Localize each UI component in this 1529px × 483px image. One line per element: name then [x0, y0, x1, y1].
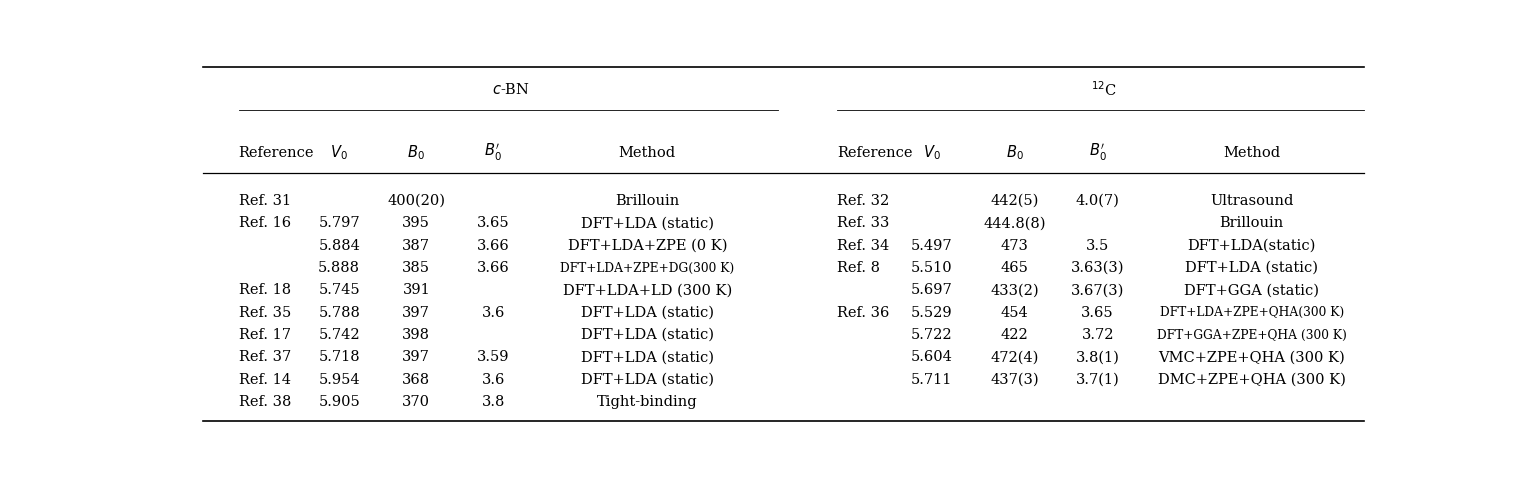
Text: Ref. 34: Ref. 34	[836, 239, 890, 253]
Text: 5.905: 5.905	[318, 395, 361, 409]
Text: 397: 397	[402, 350, 430, 364]
Text: 3.63(3): 3.63(3)	[1070, 261, 1124, 275]
Text: DFT+LDA (static): DFT+LDA (static)	[581, 328, 714, 342]
Text: 397: 397	[402, 306, 430, 320]
Text: 5.529: 5.529	[911, 306, 953, 320]
Text: Ref. 37: Ref. 37	[239, 350, 291, 364]
Text: 387: 387	[402, 239, 430, 253]
Text: 370: 370	[402, 395, 430, 409]
Text: Ref. 18: Ref. 18	[239, 284, 291, 298]
Text: 3.65: 3.65	[1081, 306, 1115, 320]
Text: DFT+LDA+ZPE+QHA(300 K): DFT+LDA+ZPE+QHA(300 K)	[1159, 306, 1344, 319]
Text: 442(5): 442(5)	[991, 194, 1038, 208]
Text: Reference: Reference	[836, 146, 913, 160]
Text: Ref. 38: Ref. 38	[239, 395, 291, 409]
Text: DFT+LDA+ZPE (0 K): DFT+LDA+ZPE (0 K)	[567, 239, 728, 253]
Text: 3.66: 3.66	[477, 239, 509, 253]
Text: Tight-binding: Tight-binding	[596, 395, 697, 409]
Text: $V_0$: $V_0$	[924, 143, 940, 162]
Text: DMC+ZPE+QHA (300 K): DMC+ZPE+QHA (300 K)	[1157, 373, 1346, 387]
Text: 5.697: 5.697	[911, 284, 953, 298]
Text: 5.722: 5.722	[911, 328, 953, 342]
Text: 5.604: 5.604	[911, 350, 953, 364]
Text: 5.745: 5.745	[318, 284, 359, 298]
Text: Ref. 16: Ref. 16	[239, 216, 291, 230]
Text: Ref. 17: Ref. 17	[239, 328, 291, 342]
Text: 395: 395	[402, 216, 430, 230]
Text: DFT+LDA (static): DFT+LDA (static)	[1185, 261, 1318, 275]
Text: 391: 391	[402, 284, 430, 298]
Text: DFT+GGA (static): DFT+GGA (static)	[1183, 284, 1320, 298]
Text: 368: 368	[402, 373, 430, 387]
Text: 3.8(1): 3.8(1)	[1076, 350, 1119, 364]
Text: 3.5: 3.5	[1086, 239, 1109, 253]
Text: Ref. 31: Ref. 31	[239, 194, 291, 208]
Text: 5.884: 5.884	[318, 239, 361, 253]
Text: DFT+LDA+LD (300 K): DFT+LDA+LD (300 K)	[563, 284, 732, 298]
Text: $c$-BN: $c$-BN	[492, 82, 531, 97]
Text: $V_0$: $V_0$	[330, 143, 349, 162]
Text: DFT+LDA+ZPE+DG(300 K): DFT+LDA+ZPE+DG(300 K)	[560, 262, 734, 275]
Text: 3.59: 3.59	[477, 350, 509, 364]
Text: 5.711: 5.711	[911, 373, 953, 387]
Text: 5.497: 5.497	[911, 239, 953, 253]
Text: 5.788: 5.788	[318, 306, 361, 320]
Text: DFT+GGA+ZPE+QHA (300 K): DFT+GGA+ZPE+QHA (300 K)	[1157, 328, 1347, 341]
Text: 3.8: 3.8	[482, 395, 505, 409]
Text: Ref. 35: Ref. 35	[239, 306, 291, 320]
Text: VMC+ZPE+QHA (300 K): VMC+ZPE+QHA (300 K)	[1159, 350, 1346, 364]
Text: DFT+LDA (static): DFT+LDA (static)	[581, 373, 714, 387]
Text: 400(20): 400(20)	[387, 194, 445, 208]
Text: Ref. 33: Ref. 33	[836, 216, 890, 230]
Text: 422: 422	[1001, 328, 1029, 342]
Text: 3.7(1): 3.7(1)	[1076, 373, 1119, 387]
Text: $B_0$: $B_0$	[407, 143, 425, 162]
Text: 3.6: 3.6	[482, 373, 505, 387]
Text: 385: 385	[402, 261, 430, 275]
Text: DFT+LDA (static): DFT+LDA (static)	[581, 306, 714, 320]
Text: $^{12}$C: $^{12}$C	[1090, 80, 1116, 99]
Text: 433(2): 433(2)	[991, 284, 1040, 298]
Text: 3.6: 3.6	[482, 306, 505, 320]
Text: 5.510: 5.510	[911, 261, 953, 275]
Text: 3.66: 3.66	[477, 261, 509, 275]
Text: 5.888: 5.888	[318, 261, 361, 275]
Text: 472(4): 472(4)	[991, 350, 1038, 364]
Text: 444.8(8): 444.8(8)	[983, 216, 1046, 230]
Text: Ultrasound: Ultrasound	[1209, 194, 1294, 208]
Text: Brillouin: Brillouin	[1220, 216, 1284, 230]
Text: DFT+LDA (static): DFT+LDA (static)	[581, 350, 714, 364]
Text: 3.67(3): 3.67(3)	[1070, 284, 1124, 298]
Text: 454: 454	[1001, 306, 1029, 320]
Text: DFT+LDA (static): DFT+LDA (static)	[581, 216, 714, 230]
Text: Method: Method	[619, 146, 676, 160]
Text: $B_0'$: $B_0'$	[1089, 142, 1107, 163]
Text: 5.954: 5.954	[318, 373, 359, 387]
Text: 437(3): 437(3)	[991, 373, 1040, 387]
Text: Ref. 32: Ref. 32	[836, 194, 890, 208]
Text: 4.0(7): 4.0(7)	[1076, 194, 1119, 208]
Text: $B_0$: $B_0$	[1006, 143, 1023, 162]
Text: DFT+LDA(static): DFT+LDA(static)	[1188, 239, 1316, 253]
Text: Reference: Reference	[239, 146, 313, 160]
Text: Brillouin: Brillouin	[615, 194, 679, 208]
Text: 398: 398	[402, 328, 430, 342]
Text: 3.65: 3.65	[477, 216, 509, 230]
Text: Method: Method	[1223, 146, 1280, 160]
Text: 5.797: 5.797	[318, 216, 359, 230]
Text: $B_0'$: $B_0'$	[485, 142, 502, 163]
Text: Ref. 14: Ref. 14	[239, 373, 291, 387]
Text: 465: 465	[1001, 261, 1029, 275]
Text: 3.72: 3.72	[1081, 328, 1115, 342]
Text: Ref. 36: Ref. 36	[836, 306, 890, 320]
Text: 473: 473	[1001, 239, 1029, 253]
Text: Ref. 8: Ref. 8	[836, 261, 879, 275]
Text: 5.718: 5.718	[318, 350, 359, 364]
Text: 5.742: 5.742	[318, 328, 359, 342]
